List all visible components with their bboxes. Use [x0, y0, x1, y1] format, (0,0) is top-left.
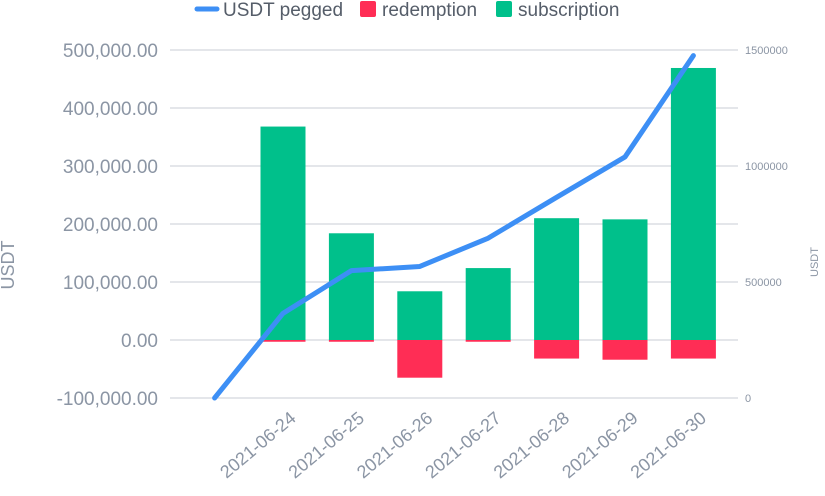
- legend-label: subscription: [518, 0, 619, 21]
- y-axis-title: USDT: [0, 240, 18, 289]
- y-tick-label: -100,000.00: [57, 389, 158, 410]
- y-right-tick-label: 1000000: [745, 161, 788, 173]
- redemption-bar: [397, 340, 443, 378]
- y-tick-label: 300,000.00: [63, 157, 158, 178]
- subscription-bar: [534, 218, 580, 340]
- y-axis-right-title: USDT: [809, 247, 821, 277]
- redemption-bar: [260, 340, 306, 342]
- subscription-bar: [465, 268, 511, 340]
- bars: [260, 67, 716, 378]
- redemption-bar: [670, 340, 716, 359]
- y-right-tick-label: 0: [745, 393, 751, 405]
- redemption-bar: [602, 340, 648, 360]
- y-tick-label: 400,000.00: [63, 99, 158, 120]
- legend-swatch-box: [496, 1, 512, 17]
- redemption-bar: [465, 340, 511, 342]
- right-axis-ticks: 1500000 1000000 500000 0: [745, 45, 788, 405]
- usdt-pegged-line: [212, 53, 696, 401]
- subscription-bar: [397, 291, 443, 340]
- y-tick-label: 500,000.00: [63, 41, 158, 62]
- usdt-pegged-series-line: [212, 53, 696, 401]
- subscription-bar: [260, 126, 306, 340]
- x-tick-label: 2021-06-30: [627, 408, 710, 483]
- y-right-tick-label: 500000: [745, 277, 782, 289]
- redemption-bar: [328, 340, 374, 342]
- redemption-bar: [534, 340, 580, 359]
- y-tick-label: 100,000.00: [63, 273, 158, 294]
- legend-swatch-box: [360, 1, 376, 17]
- y-tick-label: 200,000.00: [63, 215, 158, 236]
- legend: USDT pegged redemption subscription: [194, 0, 619, 21]
- y-tick-label: 0.00: [121, 331, 158, 352]
- legend-label: USDT pegged: [223, 0, 343, 21]
- subscription-bar: [602, 219, 648, 340]
- y-right-tick-label: 1500000: [745, 45, 788, 57]
- left-axis-ticks: 500,000.00 400,000.00 300,000.00 200,000.00…: [57, 41, 158, 410]
- subscription-bar: [328, 233, 374, 340]
- subscription-bar: [670, 67, 716, 340]
- legend-label: redemption: [382, 0, 477, 21]
- x-axis-ticks: 2021-06-242021-06-252021-06-262021-06-27…: [216, 408, 710, 483]
